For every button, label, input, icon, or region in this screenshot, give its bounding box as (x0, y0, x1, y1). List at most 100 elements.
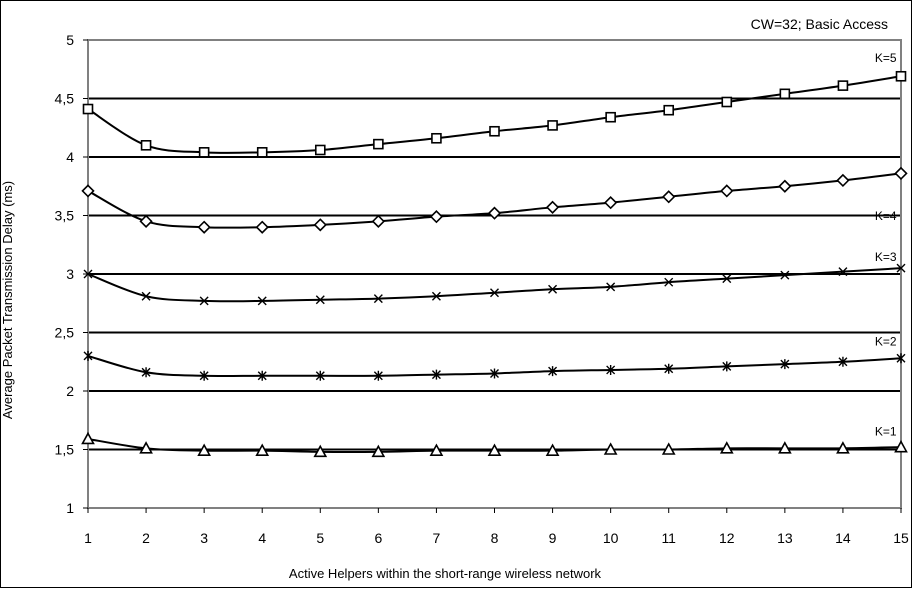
data-point (255, 220, 269, 234)
data-point (896, 353, 906, 364)
series-label: K=5 (875, 51, 897, 65)
data-point (313, 444, 328, 458)
x-tick-label: 7 (433, 530, 441, 546)
data-point (139, 214, 153, 228)
data-point (663, 104, 675, 116)
x-tick-label: 13 (777, 530, 793, 546)
data-point (429, 443, 444, 456)
data-point (487, 206, 502, 220)
data-point (371, 214, 385, 228)
data-point (83, 350, 93, 361)
data-point (606, 364, 616, 375)
x-tick-label: 4 (258, 530, 266, 546)
series-label: K=1 (875, 424, 897, 438)
series-k-5 (82, 70, 907, 158)
x-tick-label: 10 (603, 530, 619, 546)
data-point (722, 274, 732, 284)
annotation-layer: K=5 K=4 K=3 K=2 K=1 (875, 51, 897, 438)
data-point (548, 366, 558, 377)
data-point (257, 296, 267, 306)
y-axis-label: Average Packet Transmission Delay (ms) (0, 181, 15, 419)
data-point (373, 138, 384, 150)
series-label: K=2 (875, 334, 897, 348)
data-point (780, 270, 790, 280)
data-point (720, 184, 734, 198)
x-axis-label: Active Helpers within the short-range wi… (289, 566, 602, 581)
data-point (606, 282, 616, 292)
series-k-1 (81, 431, 908, 458)
data-point (722, 361, 732, 372)
data-point (662, 190, 676, 204)
data-point (431, 291, 441, 301)
data-point (605, 111, 616, 123)
data-point (141, 291, 151, 301)
data-point (140, 140, 152, 151)
x-tick-label: 2 (142, 530, 150, 546)
x-tick-label: 11 (661, 530, 676, 546)
data-point (431, 369, 441, 380)
data-point (604, 195, 618, 210)
data-point (490, 288, 499, 298)
x-tick-label: 12 (719, 530, 735, 546)
series-layer (81, 70, 908, 458)
x-tick-label: 14 (835, 530, 851, 546)
data-point (490, 368, 499, 379)
y-axis-ticks: 1 1,5 2 2,5 3 3,5 4 4,5 5 (55, 32, 88, 516)
x-tick-label: 1 (84, 530, 92, 546)
y-tick-label: 3 (66, 266, 74, 282)
data-point (836, 441, 850, 454)
series-label: K=4 (875, 209, 897, 223)
data-point (896, 263, 906, 273)
series-k-4 (81, 166, 908, 234)
y-tick-label: 1 (66, 500, 74, 516)
x-axis-ticks: 1 2 3 4 5 6 7 8 9 10 11 12 13 14 15 (84, 508, 909, 546)
data-point (255, 443, 270, 456)
data-point (139, 441, 153, 454)
data-point (314, 144, 326, 156)
data-point (197, 220, 211, 234)
x-tick-label: 15 (893, 530, 909, 546)
data-point (257, 370, 267, 381)
data-point (199, 370, 209, 381)
x-tick-label: 6 (374, 530, 382, 546)
data-point (373, 370, 383, 381)
data-point (373, 294, 383, 304)
x-tick-label: 3 (200, 530, 208, 546)
data-point (895, 70, 907, 82)
data-point (664, 363, 674, 374)
data-point (661, 442, 676, 455)
data-point (547, 120, 558, 131)
y-tick-label: 3,5 (55, 208, 75, 224)
data-point (81, 184, 95, 198)
data-point (548, 284, 558, 294)
data-point (603, 442, 618, 455)
data-point (81, 431, 95, 445)
data-point (838, 267, 848, 277)
data-point (431, 132, 442, 144)
data-point (778, 441, 792, 454)
x-tick-label: 9 (549, 530, 557, 546)
data-point (198, 147, 210, 158)
data-point (199, 296, 209, 306)
series-k-3 (83, 263, 906, 306)
data-point (83, 269, 93, 279)
data-point (778, 179, 792, 193)
x-tick-label: 8 (491, 530, 499, 546)
y-tick-label: 5 (66, 32, 74, 48)
data-point (721, 96, 733, 108)
data-point (489, 125, 500, 137)
data-point (141, 367, 151, 378)
data-point (780, 359, 790, 370)
y-tick-label: 4 (66, 149, 74, 165)
data-point (779, 88, 791, 100)
data-point (664, 277, 674, 287)
data-point (487, 443, 502, 456)
data-point (836, 173, 850, 188)
y-tick-label: 1,5 (55, 442, 75, 458)
data-point (545, 200, 560, 214)
data-point (894, 439, 908, 453)
data-point (719, 441, 734, 454)
x-tick-label: 5 (316, 530, 324, 546)
y-tick-label: 2,5 (55, 325, 75, 341)
